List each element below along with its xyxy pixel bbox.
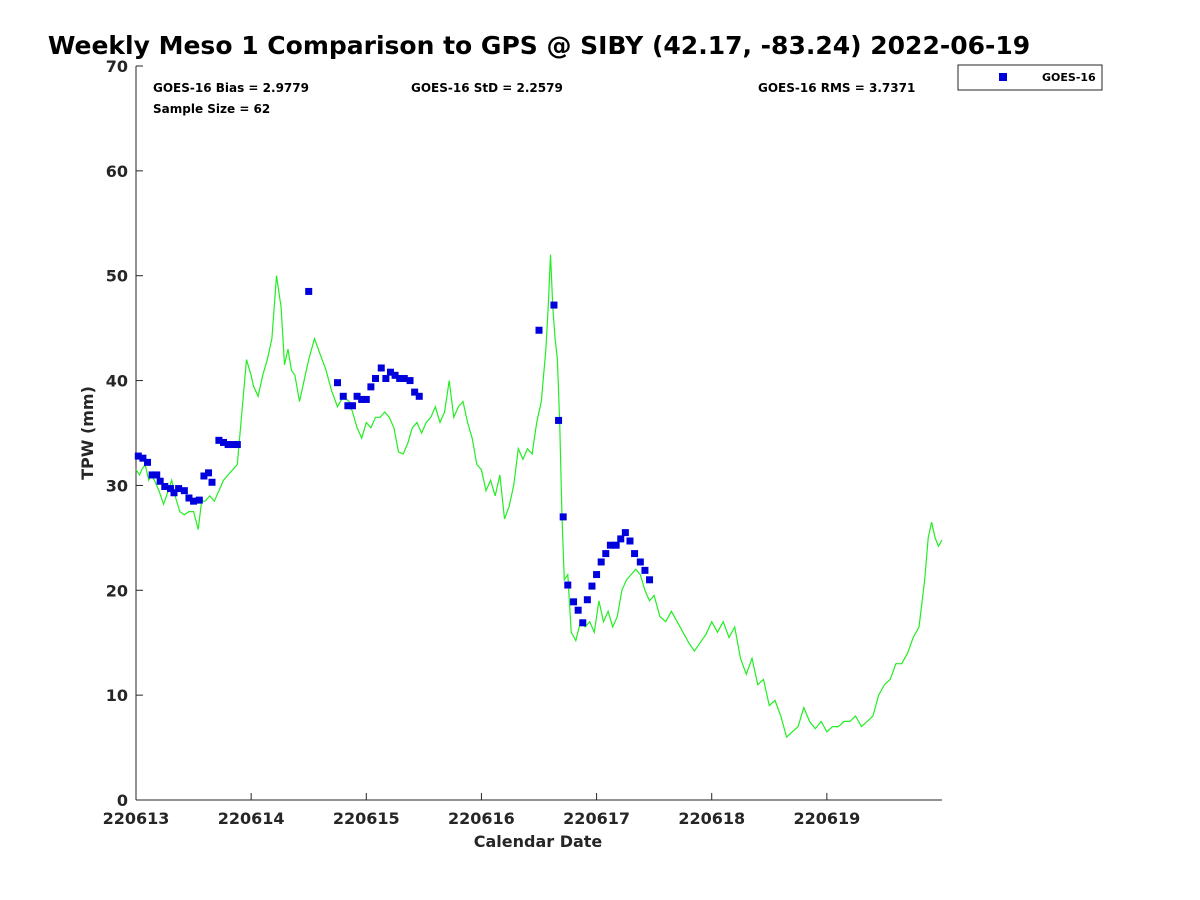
goes16-point (134, 452, 142, 460)
goes16-point (597, 558, 605, 566)
goes16-point (170, 489, 178, 497)
x-axis-label: Calendar Date (474, 832, 603, 851)
goes16-point (344, 402, 352, 410)
x-tick-label: 220616 (448, 809, 515, 828)
legend-box (957, 64, 1103, 91)
goes16-series-markers (134, 287, 654, 627)
goes16-point (406, 377, 414, 385)
stats-annotations: GOES-16 Bias = 2.9779 GOES-16 StD = 2.25… (153, 81, 915, 116)
goes16-point (224, 441, 232, 449)
goes16-point (631, 550, 639, 558)
goes16-point (382, 374, 390, 382)
x-tick-label: 220613 (103, 809, 170, 828)
y-tick-label: 50 (106, 267, 128, 286)
goes16-point (167, 485, 175, 493)
goes16-point (570, 598, 578, 606)
y-axis-label: TPW (mm) (78, 386, 97, 480)
goes16-point (559, 513, 567, 521)
goes16-point (602, 550, 610, 558)
goes16-point (367, 383, 375, 391)
goes16-point (233, 441, 241, 449)
goes16-point (334, 379, 341, 387)
y-ticks: 0 10 20 30 40 50 60 70 (106, 57, 143, 810)
goes16-point (550, 301, 558, 309)
goes16-point (617, 535, 625, 543)
chart-title: Weekly Meso 1 Comparison to GPS @ SIBY (… (48, 31, 1030, 60)
goes16-point (579, 619, 587, 627)
goes16-point (220, 438, 228, 446)
goes16-point (348, 402, 356, 410)
goes16-point (144, 458, 152, 466)
goes16-point (626, 537, 634, 545)
goes16-point (574, 606, 582, 614)
stat-std: GOES-16 StD = 2.2579 (411, 81, 563, 95)
goes16-point (377, 364, 385, 372)
goes16-point (153, 471, 161, 479)
goes16-point (161, 482, 169, 490)
goes16-point (535, 326, 543, 334)
goes16-point (621, 529, 629, 537)
x-ticks: 220613 220614 220615 220616 220617 220618 2206… (103, 793, 860, 828)
goes16-point (339, 392, 347, 400)
goes16-point (641, 566, 649, 574)
y-tick-label: 30 (106, 476, 128, 495)
goes16-point (386, 368, 394, 376)
y-tick-label: 10 (106, 686, 128, 705)
goes16-point (190, 497, 198, 505)
goes16-point (180, 487, 188, 495)
goes16-point (415, 392, 423, 400)
goes16-point (400, 374, 408, 382)
goes16-point (200, 472, 208, 480)
goes16-point (396, 374, 404, 382)
goes16-point (583, 596, 591, 604)
stat-sample-size: Sample Size = 62 (153, 102, 270, 116)
x-tick-label: 220617 (563, 809, 630, 828)
legend-marker (999, 73, 1007, 81)
legend: GOES-16 (957, 64, 1103, 91)
goes16-point (371, 374, 379, 382)
y-tick-label: 60 (106, 162, 128, 181)
x-tick-label: 220619 (793, 809, 860, 828)
goes16-point (139, 454, 147, 462)
axes: 0 10 20 30 40 50 60 70 220613 220614 220615 220616… (103, 57, 942, 828)
y-tick-label: 70 (106, 57, 128, 76)
y-tick-label: 0 (117, 791, 128, 810)
goes16-point (156, 477, 164, 485)
goes16-point (208, 478, 216, 486)
goes16-point (593, 571, 601, 579)
goes16-point (411, 388, 419, 396)
stat-bias: GOES-16 Bias = 2.9779 (153, 81, 309, 95)
goes16-point (353, 392, 361, 400)
stat-rms: GOES-16 RMS = 3.7371 (758, 81, 915, 95)
goes16-point (564, 581, 572, 589)
goes16-point (305, 287, 313, 295)
goes16-point (148, 471, 156, 479)
legend-entry-goes16: GOES-16 (1042, 71, 1096, 84)
goes16-point (606, 541, 614, 549)
x-tick-label: 220615 (333, 809, 400, 828)
goes16-point (612, 541, 620, 549)
goes16-point (358, 395, 366, 403)
goes16-point (636, 558, 644, 566)
goes16-point (588, 582, 596, 590)
goes16-point (185, 494, 193, 502)
gps-line (135, 254, 943, 739)
goes16-point (362, 395, 370, 403)
goes16-point (205, 469, 213, 477)
goes16-point (175, 485, 183, 493)
goes16-point (195, 496, 203, 504)
goes16-point (555, 416, 563, 424)
goes16-point (229, 441, 237, 449)
goes16-point (215, 436, 223, 444)
goes16-point (391, 371, 399, 379)
gps-series-line (135, 254, 943, 739)
y-tick-label: 20 (106, 581, 128, 600)
y-tick-label: 40 (106, 372, 128, 391)
goes16-point (646, 576, 654, 584)
x-tick-label: 220614 (218, 809, 285, 828)
x-tick-label: 220618 (678, 809, 745, 828)
